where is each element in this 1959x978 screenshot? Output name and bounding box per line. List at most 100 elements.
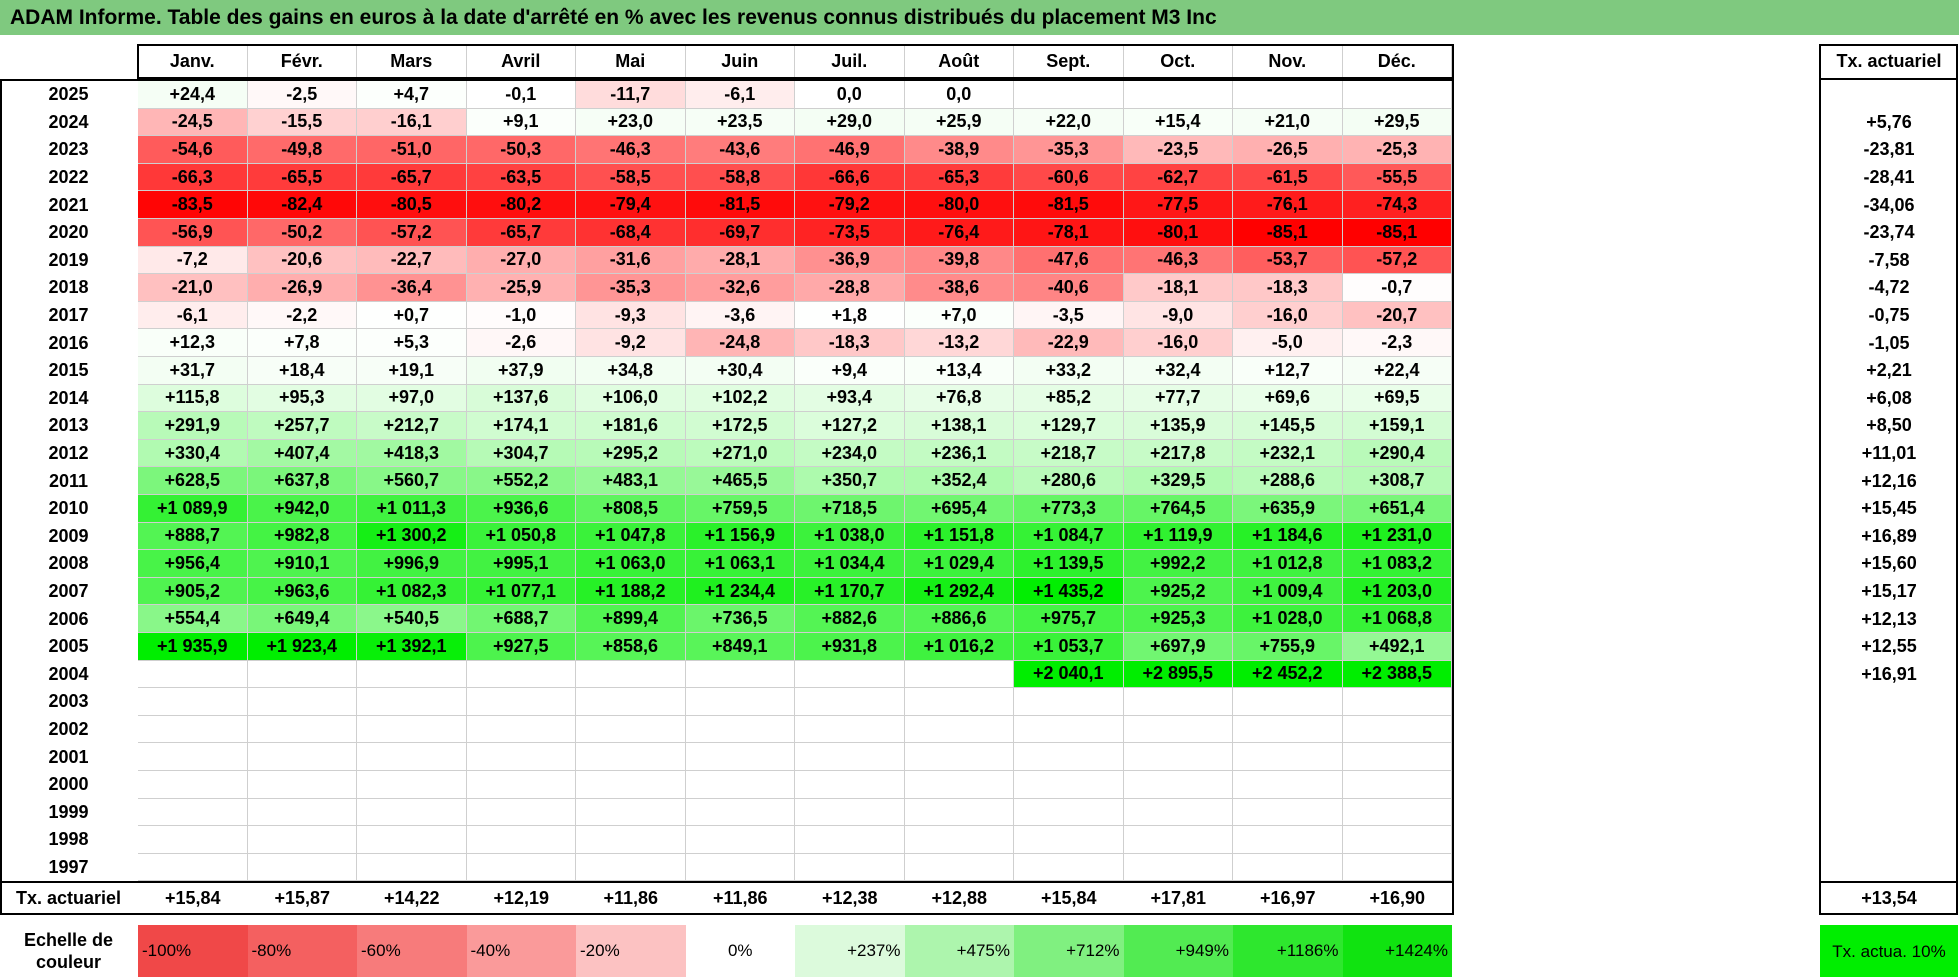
table-cell[interactable] (1342, 826, 1452, 854)
table-cell[interactable]: +560,7 (357, 467, 467, 495)
table-cell[interactable] (904, 853, 1014, 882)
table-cell[interactable]: -21,0 (138, 274, 248, 302)
table-cell[interactable]: -36,9 (795, 246, 905, 275)
table-cell[interactable] (1014, 715, 1124, 744)
table-cell[interactable]: -1,0 (466, 301, 576, 330)
table-cell[interactable]: +29,0 (795, 108, 905, 137)
table-cell[interactable] (466, 771, 576, 799)
table-cell[interactable] (138, 798, 248, 827)
table-cell[interactable]: +33,2 (1014, 357, 1124, 385)
table-cell[interactable] (357, 853, 467, 882)
table-cell[interactable] (138, 853, 248, 882)
table-cell[interactable]: -28,8 (795, 274, 905, 302)
table-cell[interactable]: -9,3 (576, 301, 686, 330)
table-cell[interactable]: +135,9 (1123, 412, 1233, 440)
table-cell[interactable] (1233, 743, 1343, 771)
table-cell[interactable]: +7,0 (904, 301, 1014, 330)
table-cell[interactable] (357, 826, 467, 854)
table-cell[interactable]: +1 083,2 (1342, 550, 1452, 578)
table-cell[interactable]: -55,5 (1342, 163, 1452, 192)
table-cell[interactable]: -36,4 (357, 274, 467, 302)
table-cell[interactable]: -77,5 (1123, 191, 1233, 219)
table-cell[interactable]: +1,8 (795, 301, 905, 330)
table-cell[interactable]: +651,4 (1342, 495, 1452, 523)
table-cell[interactable] (685, 853, 795, 882)
table-cell[interactable] (247, 826, 357, 854)
table-cell[interactable]: +1 139,5 (1014, 550, 1124, 578)
table-cell[interactable]: -2,3 (1342, 329, 1452, 357)
table-cell[interactable]: +465,5 (685, 467, 795, 495)
table-cell[interactable] (904, 743, 1014, 771)
table-cell[interactable]: -25,3 (1342, 136, 1452, 164)
table-cell[interactable]: -23,5 (1123, 136, 1233, 164)
table-cell[interactable]: +12,7 (1233, 357, 1343, 385)
table-cell[interactable]: +635,9 (1233, 495, 1343, 523)
table-cell[interactable] (685, 743, 795, 771)
table-cell[interactable]: +106,0 (576, 384, 686, 413)
table-cell[interactable]: +552,2 (466, 467, 576, 495)
table-cell[interactable]: +882,6 (795, 605, 905, 633)
table-cell[interactable] (576, 688, 686, 716)
table-cell[interactable]: -38,6 (904, 274, 1014, 302)
table-cell[interactable]: -18,1 (1123, 274, 1233, 302)
table-cell[interactable]: +910,1 (247, 550, 357, 578)
table-cell[interactable] (1342, 771, 1452, 799)
table-cell[interactable]: +1 435,2 (1014, 577, 1124, 606)
table-cell[interactable]: +1 300,2 (357, 522, 467, 551)
table-cell[interactable]: -57,2 (1342, 246, 1452, 275)
table-cell[interactable]: +69,5 (1342, 384, 1452, 413)
table-cell[interactable]: +649,4 (247, 605, 357, 633)
table-cell[interactable]: +554,4 (138, 605, 248, 633)
table-cell[interactable]: +888,7 (138, 522, 248, 551)
table-cell[interactable]: -80,0 (904, 191, 1014, 219)
table-cell[interactable] (576, 660, 686, 689)
table-cell[interactable]: +695,4 (904, 495, 1014, 523)
table-cell[interactable]: +18,4 (247, 357, 357, 385)
table-cell[interactable]: +280,6 (1014, 467, 1124, 495)
table-cell[interactable]: -62,7 (1123, 163, 1233, 192)
table-cell[interactable]: -81,5 (685, 191, 795, 219)
table-cell[interactable]: +808,5 (576, 495, 686, 523)
table-cell[interactable] (247, 715, 357, 744)
table-cell[interactable]: +9,4 (795, 357, 905, 385)
table-cell[interactable]: -6,1 (138, 301, 248, 330)
table-cell[interactable]: +718,5 (795, 495, 905, 523)
table-cell[interactable]: +540,5 (357, 605, 467, 633)
table-cell[interactable] (904, 771, 1014, 799)
table-cell[interactable] (795, 743, 905, 771)
table-cell[interactable]: -79,4 (576, 191, 686, 219)
table-cell[interactable]: +218,7 (1014, 439, 1124, 468)
table-cell[interactable]: +77,7 (1123, 384, 1233, 413)
table-cell[interactable] (247, 771, 357, 799)
table-cell[interactable]: -65,3 (904, 163, 1014, 192)
table-cell[interactable]: -25,9 (466, 274, 576, 302)
table-cell[interactable]: -61,5 (1233, 163, 1343, 192)
table-cell[interactable]: -68,4 (576, 219, 686, 247)
table-cell[interactable]: -9,2 (576, 329, 686, 357)
table-cell[interactable]: +352,4 (904, 467, 1014, 495)
table-cell[interactable]: -38,9 (904, 136, 1014, 164)
table-cell[interactable] (1342, 743, 1452, 771)
table-cell[interactable]: +697,9 (1123, 633, 1233, 661)
table-cell[interactable] (576, 853, 686, 882)
table-cell[interactable] (1233, 771, 1343, 799)
table-cell[interactable]: +483,1 (576, 467, 686, 495)
table-cell[interactable] (1014, 743, 1124, 771)
table-cell[interactable]: +996,9 (357, 550, 467, 578)
table-cell[interactable]: +97,0 (357, 384, 467, 413)
table-cell[interactable]: -27,0 (466, 246, 576, 275)
table-cell[interactable]: -0,1 (466, 81, 576, 109)
table-cell[interactable]: -9,0 (1123, 301, 1233, 330)
table-cell[interactable]: +217,8 (1123, 439, 1233, 468)
table-cell[interactable]: +22,0 (1014, 108, 1124, 137)
table-cell[interactable]: +288,6 (1233, 467, 1343, 495)
table-cell[interactable]: +925,2 (1123, 577, 1233, 606)
table-cell[interactable]: +637,8 (247, 467, 357, 495)
table-cell[interactable]: +330,4 (138, 439, 248, 468)
table-cell[interactable] (247, 798, 357, 827)
table-cell[interactable] (795, 660, 905, 689)
table-cell[interactable]: +1 012,8 (1233, 550, 1343, 578)
table-cell[interactable]: +1 053,7 (1014, 633, 1124, 661)
table-cell[interactable]: +30,4 (685, 357, 795, 385)
table-cell[interactable]: +350,7 (795, 467, 905, 495)
